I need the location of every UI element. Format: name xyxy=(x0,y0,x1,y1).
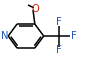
Text: F: F xyxy=(56,17,62,27)
Text: O: O xyxy=(31,4,39,14)
Text: F: F xyxy=(56,45,62,55)
Text: F: F xyxy=(71,31,76,41)
Text: N: N xyxy=(1,31,9,41)
